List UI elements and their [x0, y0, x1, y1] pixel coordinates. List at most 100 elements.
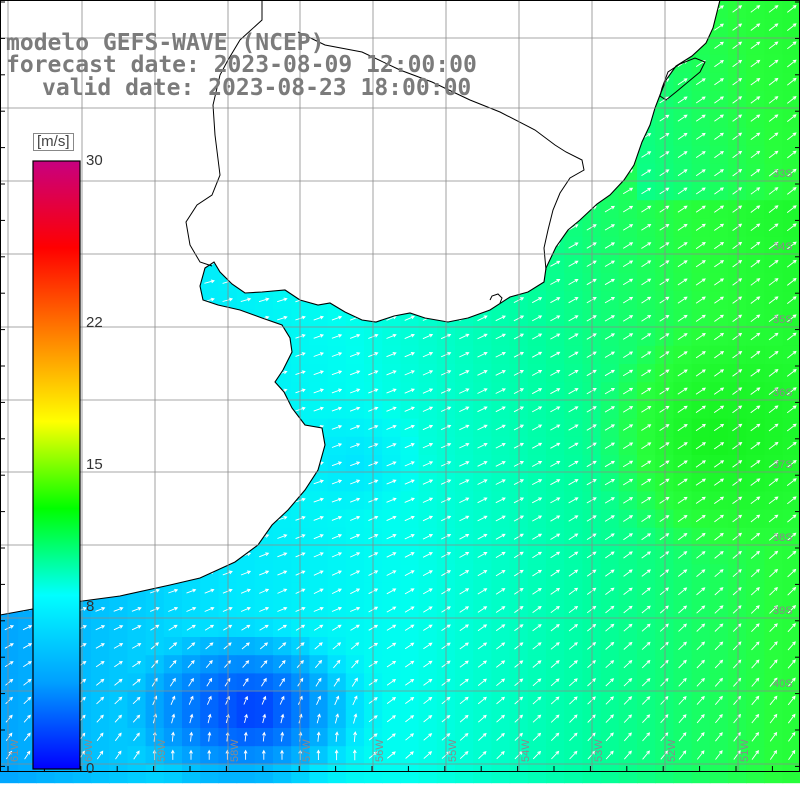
wind-vector: [641, 187, 652, 195]
wind-cell: [527, 382, 547, 401]
wind-vector: [278, 642, 287, 650]
wind-cell: [600, 691, 620, 711]
wind-vector: [259, 570, 270, 576]
wind-cell: [400, 182, 420, 201]
wind-vector: [386, 242, 397, 248]
wind-cell: [473, 364, 492, 383]
wind-vector: [586, 24, 597, 31]
wind-vector: [131, 6, 143, 11]
wind-vector: [677, 5, 688, 13]
wind-vector: [331, 261, 343, 266]
wind-vector: [262, 731, 266, 742]
wind-vector: [331, 170, 343, 176]
wind-cell: [382, 345, 401, 365]
wind-cell: [236, 491, 256, 511]
wind-cell: [91, 236, 110, 256]
wind-vector: [713, 423, 725, 432]
wind-cell: [764, 618, 784, 638]
wind-vector: [404, 206, 415, 212]
wind-vector: [204, 388, 215, 393]
wind-vector: [587, 732, 596, 742]
wind-cell: [0, 455, 19, 474]
wind-cell: [127, 200, 147, 219]
wind-cell: [327, 618, 347, 638]
wind-cell: [600, 54, 620, 74]
wind-cell: [527, 236, 547, 256]
wind-cell: [309, 182, 329, 201]
wind-cell: [418, 18, 438, 37]
wind-vector: [532, 750, 542, 760]
wind-vector: [495, 224, 506, 231]
wind-vector: [677, 260, 688, 268]
wind-vector: [223, 642, 232, 650]
wind-vector: [240, 224, 252, 230]
wind-vector: [768, 41, 779, 50]
wind-cell: [473, 0, 492, 19]
wind-cell: [473, 218, 492, 238]
wind-cell: [0, 345, 19, 365]
wind-vector: [350, 534, 361, 540]
wind-vector: [477, 552, 488, 558]
wind-cell: [109, 546, 128, 565]
wind-vector: [258, 497, 270, 503]
wind-vector: [459, 642, 469, 650]
wind-vector: [678, 677, 687, 687]
wind-vector: [131, 516, 143, 521]
wind-vector: [404, 224, 415, 230]
wind-cell: [309, 491, 329, 511]
wind-vector: [131, 24, 143, 29]
wind-vector: [550, 678, 560, 687]
wind-vector: [677, 41, 688, 49]
wind-cell: [728, 582, 747, 602]
wind-vector: [259, 552, 270, 558]
wind-vector: [732, 41, 743, 49]
wind-cell: [546, 72, 565, 92]
wind-vector: [332, 624, 342, 631]
wind-cell: [491, 509, 511, 529]
colorbar: [32, 160, 81, 770]
wind-vector: [750, 5, 761, 13]
wind-cell: [400, 145, 420, 165]
wind-vector: [423, 624, 433, 631]
wind-cell: [182, 291, 201, 310]
wind-cell: [200, 582, 219, 602]
wind-vector: [459, 24, 470, 30]
wind-vector: [622, 260, 634, 267]
wind-vector: [352, 749, 357, 761]
wind-vector: [660, 659, 669, 669]
wind-cell: [728, 546, 747, 565]
wind-cell: [309, 418, 329, 438]
wind-vector: [695, 514, 706, 523]
wind-vector: [677, 569, 688, 577]
wind-vector: [261, 677, 267, 687]
wind-vector: [186, 352, 197, 357]
wind-cell: [291, 418, 310, 438]
wind-vector: [550, 714, 560, 723]
wind-vector: [422, 333, 434, 340]
wind-cell: [400, 127, 420, 147]
wind-vector: [459, 406, 470, 413]
wind-cell: [491, 200, 511, 219]
wind-vector: [168, 534, 179, 539]
wind-vector: [550, 279, 561, 285]
wind-cell: [182, 400, 201, 420]
wind-vector: [568, 60, 579, 67]
wind-vector: [4, 516, 15, 521]
wind-vector: [459, 242, 470, 249]
wind-cell: [455, 145, 474, 165]
wind-vector: [695, 442, 706, 450]
wind-vector: [331, 370, 343, 376]
wind-cell: [327, 418, 347, 438]
wind-vector: [95, 534, 106, 539]
wind-vector: [113, 115, 124, 120]
wind-cell: [709, 254, 729, 274]
wind-cell: [418, 691, 438, 711]
wind-cell: [746, 546, 765, 565]
wind-vector: [331, 188, 343, 194]
wind-vector: [349, 333, 361, 339]
wind-cell: [746, 709, 765, 729]
wind-vector: [280, 749, 284, 760]
wind-cell: [109, 527, 128, 547]
wind-vector: [423, 606, 433, 613]
wind-vector: [750, 314, 761, 323]
